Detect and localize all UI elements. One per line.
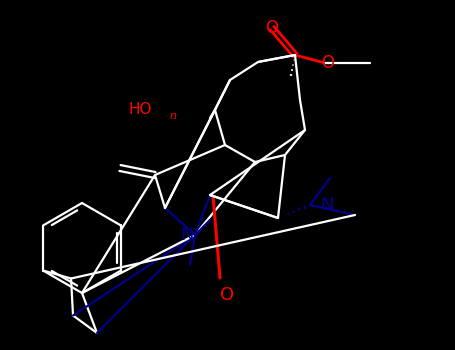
Text: HO: HO [128, 103, 152, 118]
Text: O: O [266, 19, 278, 37]
Text: N: N [180, 226, 194, 244]
Text: N: N [320, 196, 334, 214]
Text: O: O [220, 286, 234, 304]
Text: n: n [170, 111, 177, 121]
Text: O: O [322, 54, 334, 72]
